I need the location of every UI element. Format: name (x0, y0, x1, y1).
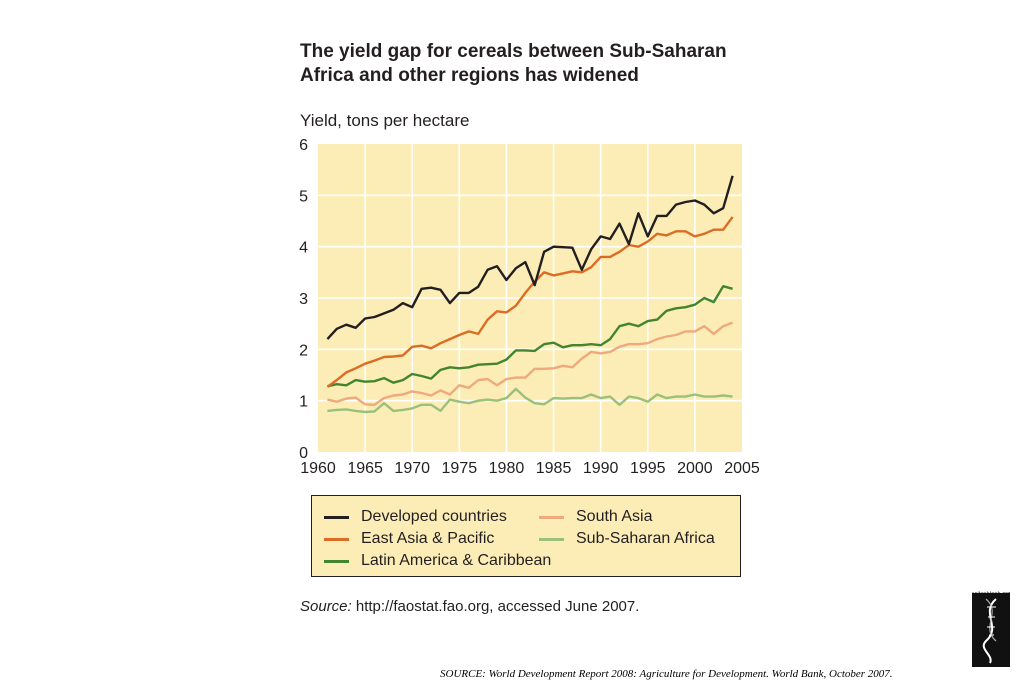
legend-item-developed-countries: Developed countries (324, 507, 507, 527)
x-tick-label: 2005 (724, 460, 760, 477)
series-lines (326, 175, 734, 414)
legend-label: Sub-Saharan Africa (576, 530, 715, 547)
legend-item-east-asia-pacific: East Asia & Pacific (324, 529, 494, 549)
footer-citation: SOURCE: World Development Report 2008: A… (440, 668, 893, 680)
source-text: http://faostat.fao.org, accessed June 20… (351, 598, 640, 615)
legend-swatch (324, 515, 349, 519)
y-tick-label: 0 (299, 445, 308, 462)
series-line-south-asia (327, 321, 734, 406)
x-tick-label: 2000 (677, 460, 713, 477)
x-tick-labels: 1960 1965 1970 1975 1980 1985 1990 1995 2000 2005 (300, 460, 760, 477)
x-tick-label: 1985 (536, 460, 572, 477)
y-tick-label: 1 (299, 394, 308, 411)
legend-label: Developed countries (361, 508, 507, 525)
series-line-latin-america-caribbean (327, 285, 733, 388)
y-tick-label: 2 (299, 342, 308, 359)
dna-helix-icon (972, 593, 1010, 667)
legend-label: South Asia (576, 508, 653, 525)
legend: Developed countries South Asia East Asia… (311, 495, 741, 577)
legend-label: East Asia & Pacific (361, 530, 495, 547)
legend-item-south-asia: South Asia (539, 507, 653, 527)
series-line-east-asia-pacific (326, 216, 734, 388)
y-axis-label: Yield, tons per hectare (300, 111, 470, 130)
y-tick-label: 6 (299, 137, 308, 154)
series-line-sub-saharan-africa (327, 387, 733, 414)
source-note: Source: http://faostat.fao.org, accessed… (300, 598, 639, 615)
legend-swatch (324, 559, 349, 563)
y-tick-label: 4 (299, 240, 308, 257)
legend-item-latin-america-caribbean: Latin America & Caribbean (324, 551, 551, 571)
x-tick-label: 1970 (394, 460, 430, 477)
x-tick-label: 1965 (347, 460, 383, 477)
x-tick-label: 1960 (300, 460, 336, 477)
chart-title: The yield gap for cereals between Sub-Sa… (300, 41, 727, 86)
x-tick-label: 1975 (442, 460, 478, 477)
y-tick-label: 5 (299, 188, 308, 205)
legend-item-sub-saharan-africa: Sub-Saharan Africa (539, 529, 715, 549)
legend-swatch (539, 537, 564, 541)
series-line-developed-countries (326, 175, 734, 340)
y-tick-labels: 0 1 2 3 4 5 6 (299, 137, 308, 462)
source-label: Source: (300, 598, 352, 615)
legend-swatch (539, 515, 564, 519)
legend-label: Latin America & Caribbean (361, 552, 552, 569)
y-tick-label: 3 (299, 291, 308, 308)
x-tick-label: 1990 (583, 460, 619, 477)
legend-swatch (324, 537, 349, 541)
x-tick-label: 1980 (489, 460, 525, 477)
x-tick-label: 1995 (630, 460, 666, 477)
